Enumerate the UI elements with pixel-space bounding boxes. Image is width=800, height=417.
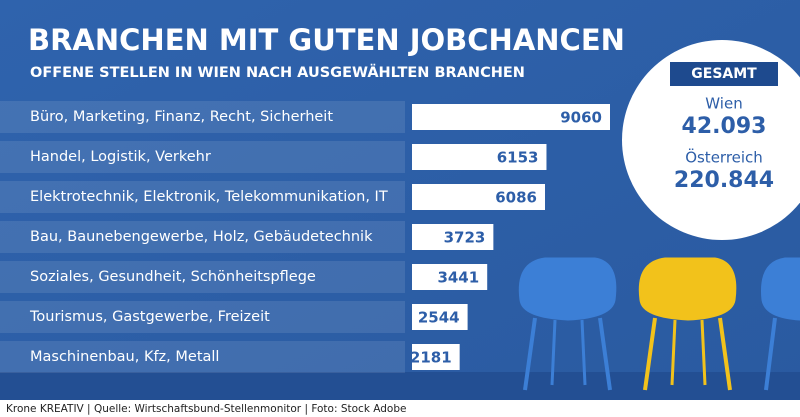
- footer-bar: [0, 400, 800, 417]
- chart-subtitle: OFFENE STELLEN IN WIEN NACH AUSGEWÄHLTEN…: [30, 64, 525, 81]
- totals-circle: [622, 40, 800, 240]
- totals-heading-box: [670, 62, 778, 86]
- total-value: 42.093: [682, 114, 767, 139]
- floor: [0, 372, 800, 400]
- value-label: 3723: [444, 229, 486, 247]
- bar: [412, 144, 547, 170]
- bar: [412, 224, 494, 250]
- footer: Krone KREATIV | Quelle: Wirtschaftsbund-…: [6, 403, 406, 415]
- row-band: [0, 141, 405, 173]
- value-label: 3441: [437, 269, 479, 287]
- bar: [412, 104, 610, 130]
- category-label: Bau, Baunebengewerbe, Holz, Gebäudetechn…: [30, 229, 373, 245]
- row-band: [0, 261, 405, 293]
- value-label: 6086: [495, 189, 537, 207]
- bar: [412, 304, 468, 330]
- value-label: 9060: [560, 109, 602, 127]
- row-band: [0, 341, 405, 373]
- category-label: Maschinenbau, Kfz, Metall: [30, 349, 219, 365]
- chair-blue-partial: [760, 257, 800, 391]
- category-label: Soziales, Gesundheit, Schönheitspflege: [30, 269, 316, 285]
- row-band: [0, 101, 405, 133]
- category-label: Handel, Logistik, Verkehr: [30, 149, 211, 165]
- category-label: Büro, Marketing, Finanz, Recht, Sicherhe…: [30, 109, 333, 125]
- chair-blue: [518, 257, 617, 391]
- bar: [412, 184, 546, 210]
- total-name: Österreich: [685, 148, 763, 167]
- value-label: 6153: [497, 149, 539, 167]
- chair-yellow: [638, 257, 737, 391]
- total-name: Wien: [705, 95, 742, 113]
- bar: [412, 264, 488, 290]
- category-label: Tourismus, Gastgewerbe, Freizeit: [29, 309, 270, 325]
- category-label: Elektrotechnik, Elektronik, Telekommunik…: [30, 189, 388, 205]
- chart-title: BRANCHEN MIT GUTEN JOBCHANCEN: [28, 23, 625, 57]
- totals-heading: GESAMT: [691, 66, 757, 82]
- row-band: [0, 181, 405, 213]
- bar: [412, 344, 460, 370]
- row-band: [0, 301, 405, 333]
- total-value: 220.844: [674, 168, 774, 193]
- value-label: 2181: [410, 349, 452, 367]
- value-label: 2544: [418, 309, 460, 327]
- row-band: [0, 221, 405, 253]
